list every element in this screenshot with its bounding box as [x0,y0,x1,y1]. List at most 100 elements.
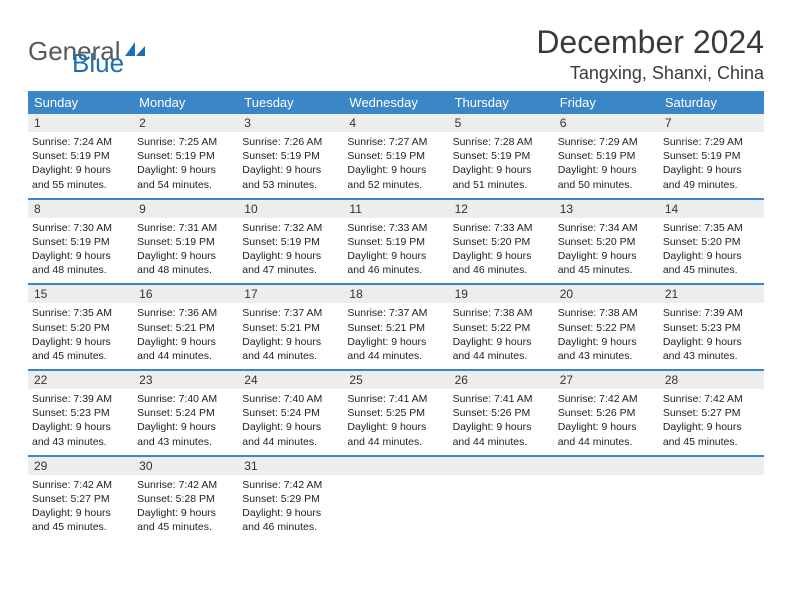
daylight-line-1: Daylight: 9 hours [347,163,444,177]
daylight-line-1: Daylight: 9 hours [137,506,234,520]
calendar-day: 19 Sunrise: 7:38 AMSunset: 5:22 PMDayligh… [449,285,554,369]
sunset-line: Sunset: 5:24 PM [242,406,339,420]
daylight-line-1: Daylight: 9 hours [242,506,339,520]
sunset-line: Sunset: 5:28 PM [137,492,234,506]
daylight-line-1: Daylight: 9 hours [32,163,129,177]
day-number: 22 [28,371,133,389]
calendar-day: 31Sunrise: 7:42 AMSunset: 5:29 PMDayligh… [238,457,343,541]
daylight-line-2: and 45 minutes. [663,435,760,449]
day-number: 9 [133,200,238,218]
daylight-line-2: and 48 minutes. [32,263,129,277]
day-number: 23 [133,371,238,389]
calendar-day: 18Sunrise: 7:37 AMSunset: 5:21 PMDayligh… [343,285,448,369]
calendar-day: 28Sunrise: 7:42 AMSunset: 5:27 PMDayligh… [659,371,764,455]
day-number [449,457,554,475]
sunset-line: Sunset: 5:19 PM [347,149,444,163]
calendar-day: 4Sunrise: 7:27 AMSunset: 5:19 PMDaylight… [343,114,448,198]
sunrise-line: Sunrise: 7:33 AM [347,221,444,235]
calendar-day: 25 Sunrise: 7:41 AMSunset: 5:25 PMDayligh… [343,371,448,455]
day-number: 14 [659,200,764,218]
calendar-day: 3Sunrise: 7:26 AMSunset: 5:19 PMDaylight… [238,114,343,198]
daylight-line-2: and 44 minutes. [242,435,339,449]
daylight-line-1: Daylight: 9 hours [32,249,129,263]
calendar-day: 27Sunrise: 7:42 AMSunset: 5:26 PMDayligh… [554,371,659,455]
daylight-line-1: Daylight: 9 hours [137,163,234,177]
calendar-week: 29Sunrise: 7:42 AMSunset: 5:27 PMDayligh… [28,457,764,541]
daylight-line-1: Daylight: 9 hours [453,163,550,177]
day-number: 5 [449,114,554,132]
sunrise-line: Sunrise: 7:29 AM [558,135,655,149]
calendar-day: 22Sunrise: 7:39 AMSunset: 5:23 PMDayligh… [28,371,133,455]
sunset-line: Sunset: 5:26 PM [453,406,550,420]
sunset-line: Sunset: 5:19 PM [32,235,129,249]
daylight-line-1: Daylight: 9 hours [347,420,444,434]
daylight-line-2: and 45 minutes. [137,520,234,534]
day-number: 4 [343,114,448,132]
day-of-week-header: Sunday Monday Tuesday Wednesday Thursday… [28,91,764,114]
calendar-day: 15Sunrise: 7:35 AMSunset: 5:20 PMDayligh… [28,285,133,369]
dow-monday: Monday [133,91,238,114]
daylight-line-1: Daylight: 9 hours [242,249,339,263]
sunrise-line: Sunrise: 7:42 AM [242,478,339,492]
day-number: 28 [659,371,764,389]
daylight-line-1: Daylight: 9 hours [453,249,550,263]
calendar-day: 29Sunrise: 7:42 AMSunset: 5:27 PMDayligh… [28,457,133,541]
daylight-line-2: and 43 minutes. [32,435,129,449]
sunrise-line: Sunrise: 7:24 AM [32,135,129,149]
sunset-line: Sunset: 5:19 PM [137,149,234,163]
sunset-line: Sunset: 5:22 PM [558,321,655,335]
day-number: 11 [343,200,448,218]
sunset-line: Sunset: 5:26 PM [558,406,655,420]
sunrise-line: Sunrise: 7:40 AM [137,392,234,406]
calendar-day: 1Sunrise: 7:24 AMSunset: 5:19 PMDaylight… [28,114,133,198]
day-number: 21 [659,285,764,303]
sunrise-line: Sunrise: 7:41 AM [453,392,550,406]
dow-thursday: Thursday [449,91,554,114]
calendar-week: 8Sunrise: 7:30 AMSunset: 5:19 PMDaylight… [28,200,764,286]
sunset-line: Sunset: 5:21 PM [347,321,444,335]
calendar-week: 1Sunrise: 7:24 AMSunset: 5:19 PMDaylight… [28,114,764,200]
brand-sail-icon [125,40,147,63]
calendar-day: 6Sunrise: 7:29 AMSunset: 5:19 PMDaylight… [554,114,659,198]
daylight-line-2: and 45 minutes. [663,263,760,277]
sunset-line: Sunset: 5:19 PM [347,235,444,249]
calendar-day: 12Sunrise: 7:33 AMSunset: 5:20 PMDayligh… [449,200,554,284]
sunset-line: Sunset: 5:19 PM [453,149,550,163]
day-number: 25 [343,371,448,389]
daylight-line-1: Daylight: 9 hours [347,249,444,263]
sunrise-line: Sunrise: 7:41 AM [347,392,444,406]
sunset-line: Sunset: 5:19 PM [137,235,234,249]
sunset-line: Sunset: 5:25 PM [347,406,444,420]
daylight-line-1: Daylight: 9 hours [453,335,550,349]
day-number: 15 [28,285,133,303]
daylight-line-1: Daylight: 9 hours [137,249,234,263]
daylight-line-2: and 43 minutes. [558,349,655,363]
daylight-line-1: Daylight: 9 hours [242,335,339,349]
daylight-line-1: Daylight: 9 hours [558,335,655,349]
sunset-line: Sunset: 5:22 PM [453,321,550,335]
daylight-line-2: and 44 minutes. [137,349,234,363]
daylight-line-2: and 48 minutes. [137,263,234,277]
day-number: 30 [133,457,238,475]
day-number: 17 [238,285,343,303]
daylight-line-1: Daylight: 9 hours [137,335,234,349]
sunrise-line: Sunrise: 7:38 AM [453,306,550,320]
daylight-line-2: and 45 minutes. [32,520,129,534]
day-number: 12 [449,200,554,218]
daylight-line-1: Daylight: 9 hours [137,420,234,434]
sunrise-line: Sunrise: 7:39 AM [32,392,129,406]
calendar-day-empty [449,457,554,541]
title-block: December 2024 Tangxing, Shanxi, China [536,24,764,84]
daylight-line-1: Daylight: 9 hours [663,249,760,263]
day-number: 13 [554,200,659,218]
sunrise-line: Sunrise: 7:35 AM [663,221,760,235]
day-number: 19 [449,285,554,303]
calendar-day-empty [659,457,764,541]
daylight-line-2: and 44 minutes. [347,435,444,449]
dow-sunday: Sunday [28,91,133,114]
sunrise-line: Sunrise: 7:38 AM [558,306,655,320]
sunset-line: Sunset: 5:23 PM [32,406,129,420]
daylight-line-2: and 53 minutes. [242,178,339,192]
day-number: 8 [28,200,133,218]
sunset-line: Sunset: 5:21 PM [137,321,234,335]
